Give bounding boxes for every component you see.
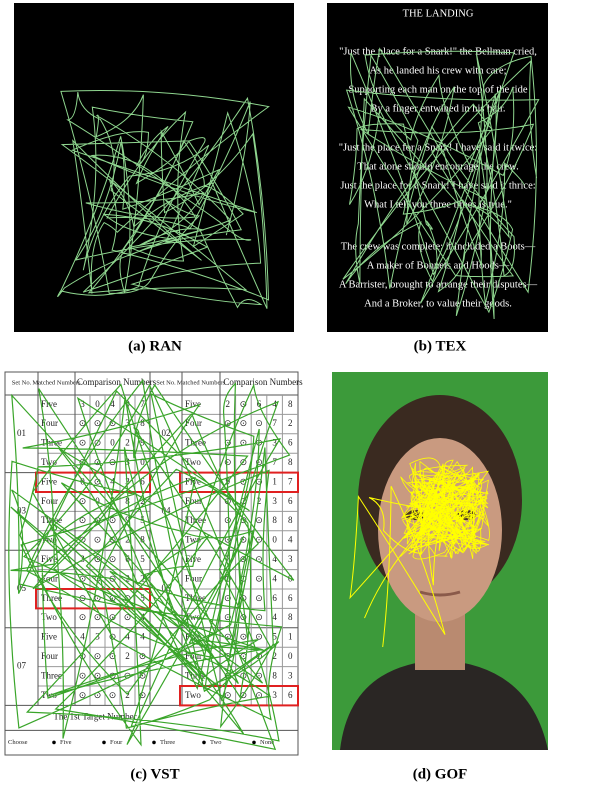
- cell: Five: [41, 632, 57, 642]
- header: Matched Numbers: [177, 379, 226, 386]
- cell: ⊙: [224, 457, 232, 467]
- cell: 8: [272, 670, 277, 680]
- cell: 7: [272, 418, 277, 428]
- cell: ⊙: [224, 593, 232, 603]
- cell: 4: [288, 535, 293, 545]
- ran-panel: [14, 3, 294, 332]
- cell: Two: [185, 690, 201, 700]
- option: Two: [210, 739, 221, 746]
- cell: 1: [288, 632, 293, 642]
- cell: 6: [288, 593, 293, 603]
- cell: 3: [288, 554, 293, 564]
- cell: ⊙: [240, 418, 248, 428]
- cell: ⊙: [79, 496, 87, 506]
- cell: 0: [272, 535, 277, 545]
- header: Set No.: [12, 379, 32, 386]
- option-dot: [102, 741, 106, 745]
- set-no: 07: [17, 661, 27, 671]
- cell: ⊙: [94, 535, 102, 545]
- header: Set No.: [156, 379, 176, 386]
- cell: ⊙: [255, 418, 263, 428]
- cell: ⊙: [255, 593, 263, 603]
- cell: 7: [288, 476, 293, 486]
- set-no: 01: [17, 428, 26, 438]
- cell: Four: [41, 496, 58, 506]
- scanpath: [401, 458, 490, 559]
- cell: 7: [272, 457, 277, 467]
- cell: 4: [272, 612, 277, 622]
- poem-line: "Just the place for a Snark!" the Bellma…: [339, 46, 537, 57]
- choose-label: Choose: [8, 739, 28, 746]
- caption: (d) GOF: [413, 766, 468, 782]
- option: Four: [110, 739, 123, 746]
- figure: (a) RAN (b) TEX (c) VST (d) GOF THE LAND…: [0, 0, 603, 788]
- cell: 1: [272, 476, 277, 486]
- caption: (b) TEX: [414, 338, 467, 354]
- cell: ⊙: [109, 690, 117, 700]
- cell: ⊙: [224, 515, 232, 525]
- cell: 6: [272, 593, 277, 603]
- cell: 5: [140, 554, 145, 564]
- cell: 6: [288, 496, 293, 506]
- cell: 8: [288, 457, 293, 467]
- option: Five: [60, 739, 72, 746]
- cell: ⊙: [79, 670, 87, 680]
- cell: 8: [288, 515, 293, 525]
- option-dot: [152, 741, 156, 745]
- option-dot: [252, 741, 256, 745]
- cell: 8: [288, 612, 293, 622]
- cell: 2: [288, 418, 293, 428]
- cell: ⊙: [79, 612, 87, 622]
- cell: Four: [41, 651, 58, 661]
- option-dot: [202, 741, 206, 745]
- caption: (c) VST: [130, 766, 179, 782]
- cell: ⊙: [79, 438, 87, 448]
- option: Three: [160, 739, 175, 746]
- cell: 3: [272, 496, 277, 506]
- cell: 4: [272, 573, 277, 583]
- cell: 4: [80, 632, 85, 642]
- cell: 8: [272, 515, 277, 525]
- poem-line: A Barrister, brought to arrange their di…: [339, 279, 538, 290]
- poem-line: As he landed his crew with care;: [369, 65, 506, 76]
- cell: 0: [288, 651, 293, 661]
- cell: 3: [288, 670, 293, 680]
- cell: 8: [288, 399, 293, 409]
- cell: 6: [288, 438, 293, 448]
- cell: 2: [125, 438, 130, 448]
- cell: ⊙: [255, 535, 263, 545]
- cell: 3: [272, 690, 277, 700]
- cell: ⊙: [255, 573, 263, 583]
- header: Matched Numbers: [32, 379, 81, 386]
- cell: Four: [185, 573, 202, 583]
- cell: 6: [288, 690, 293, 700]
- cell: 2: [125, 651, 130, 661]
- poem-title: THE LANDING: [403, 8, 474, 19]
- cell: ⊙: [240, 632, 248, 642]
- option-dot: [52, 741, 56, 745]
- cell: 2: [226, 399, 231, 409]
- header: Comparison Numbers: [77, 377, 157, 387]
- caption: (a) RAN: [128, 338, 182, 354]
- cell: 0: [95, 399, 100, 409]
- poem-line: And a Broker, to value their goods.: [364, 298, 512, 309]
